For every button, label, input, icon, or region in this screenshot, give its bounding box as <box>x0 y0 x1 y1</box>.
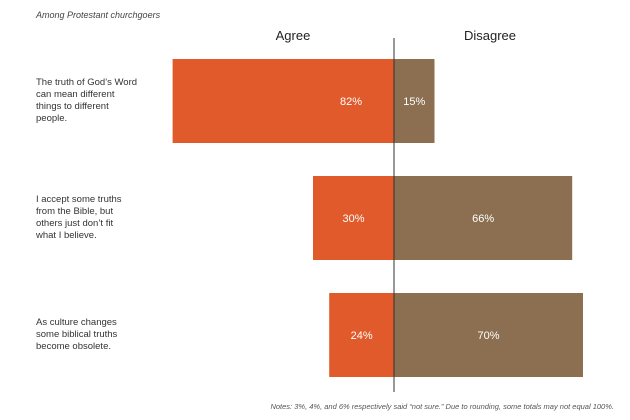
agree-column-header: Agree <box>275 28 311 43</box>
agree-bar <box>329 293 394 377</box>
row-label-line: As culture changes <box>36 317 117 328</box>
disagree-bar <box>394 59 435 143</box>
row-label-line: The truth of God’s Word <box>36 77 138 88</box>
disagree-column-header: Disagree <box>463 28 517 43</box>
row-label-line: others just don’t fit <box>36 218 114 229</box>
row-label-line: what I believe. <box>36 230 97 241</box>
agree-value-label: 82% <box>340 96 362 108</box>
disagree-value-label: 15% <box>403 96 425 108</box>
agree-value-label: 24% <box>351 330 373 342</box>
disagree-bar <box>394 176 573 260</box>
disagree-value-label: 66% <box>472 213 494 225</box>
chart-note: Notes: 3%, 4%, and 6% respectively said … <box>270 402 614 411</box>
row-label-line: become obsolete. <box>36 341 111 352</box>
row-label: I accept some truths from the Bible, but o… <box>36 194 161 242</box>
row-label-line: people. <box>36 113 68 124</box>
agree-value-label: 30% <box>342 213 364 225</box>
row-label-line: from the Bible, but <box>36 206 114 217</box>
chart-subtitle: Among Protestant churchgoers <box>36 10 161 20</box>
row-label: The truth of God’s Word can mean differen… <box>36 77 161 125</box>
agree-bar <box>172 59 394 143</box>
row-label-line: can mean different <box>36 89 115 100</box>
agree-bar <box>313 176 394 260</box>
row-label-line: some biblical truths <box>36 329 118 340</box>
row-label: As culture changes some biblical truths be… <box>36 317 161 353</box>
disagree-bar <box>394 293 583 377</box>
row-label-line: things to different <box>36 101 109 112</box>
row-label-line: I accept some truths <box>36 194 122 205</box>
disagree-value-label: 70% <box>477 330 499 342</box>
